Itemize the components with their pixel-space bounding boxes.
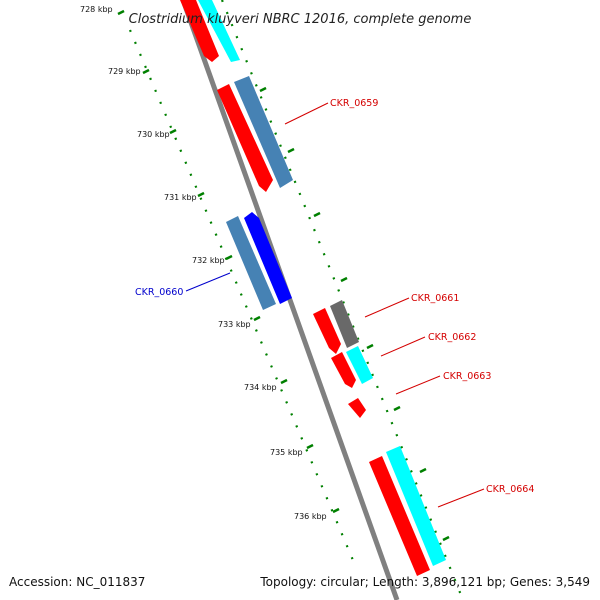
gene-label-CKR_0664[interactable]: CKR_0664 [486,484,534,495]
gene-red-top[interactable] [180,0,219,62]
gene-label-CKR_0660[interactable]: CKR_0660 [135,287,183,298]
gene-cyan-CKR_0662[interactable] [346,346,373,384]
gene-steelblue-CKR_0659[interactable] [234,76,293,188]
gene-cyan-CKR_0664[interactable] [386,446,446,566]
kbp-label-733: 733 kbp [218,320,251,329]
gene-label-CKR_0659[interactable]: CKR_0659 [330,98,378,109]
kbp-label-728: 728 kbp [80,5,113,14]
kbp-label-736: 736 kbp [294,512,327,521]
gene-red-CKR_0663[interactable] [348,398,366,418]
leader-lines [185,102,485,508]
gene-red-CKR_0662[interactable] [331,352,356,388]
genome-backbone [180,0,400,600]
accession-text: Accession: NC_011837 [9,575,145,589]
diagram-title: Clostridium kluyveri NBRC 12016, complet… [129,12,472,27]
kbp-ticks [117,9,340,514]
gene-label-CKR_0663[interactable]: CKR_0663 [443,371,491,382]
gene-red-CKR_0659[interactable] [217,84,273,192]
gene-red-CKR_0661[interactable] [313,308,341,354]
kbp-label-729: 729 kbp [108,67,141,76]
gene-blue-CKR_0660[interactable] [244,212,292,304]
kbp-label-732: 732 kbp [192,256,225,265]
kbp-label-734: 734 kbp [244,383,277,392]
kbp-label-731: 731 kbp [164,193,197,202]
gene-cyan-top[interactable] [198,0,240,62]
gene-steelblue-CKR_0660[interactable] [226,216,276,310]
gene-label-CKR_0661[interactable]: CKR_0661 [411,293,459,304]
gene-red-CKR_0664[interactable] [369,456,430,576]
kbp-label-735: 735 kbp [270,448,303,457]
kbp-label-730: 730 kbp [137,130,170,139]
kbp-ticks-outer [259,86,450,542]
gene-gray-CKR_0661[interactable] [330,300,359,348]
gene-label-CKR_0662[interactable]: CKR_0662 [428,332,476,343]
genome-stats-text: Topology: circular; Length: 3,896,121 bp… [259,575,590,589]
